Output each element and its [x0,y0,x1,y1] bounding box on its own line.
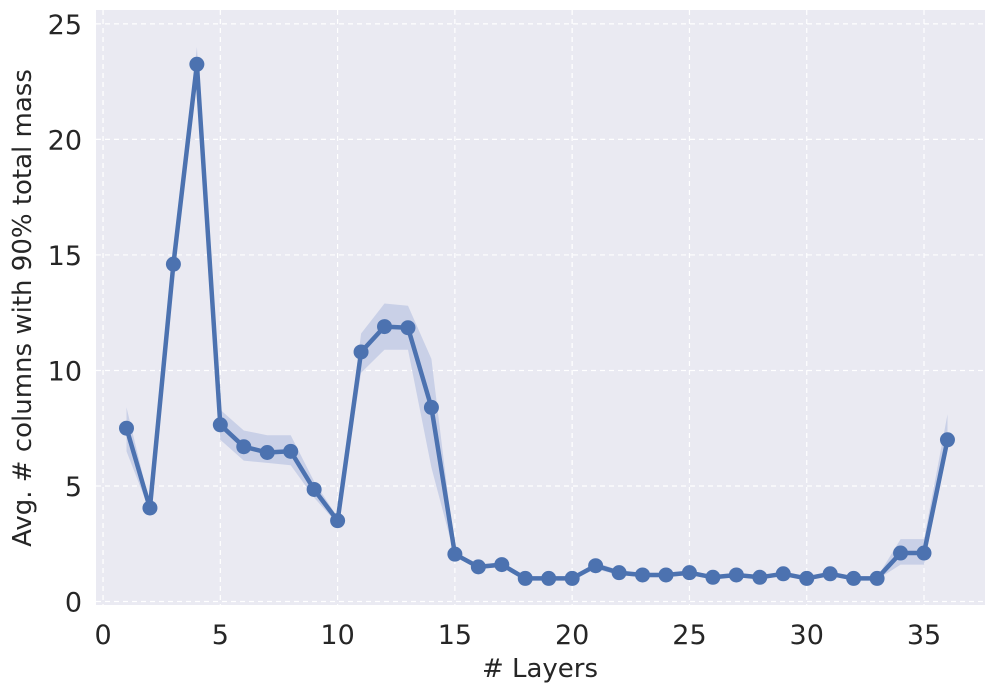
data-point [330,513,346,529]
data-point [353,344,369,360]
data-point [822,566,838,582]
data-point [658,567,674,583]
data-point [893,545,909,561]
data-point [564,570,580,586]
data-point [869,570,885,586]
data-point [236,439,252,455]
data-point [447,546,463,562]
y-tick-labels: 0 5 10 15 20 25 [48,10,82,619]
data-point [470,559,486,575]
data-point [165,256,181,272]
data-point [517,570,533,586]
data-point [846,570,862,586]
x-tick-labels: 0 5 10 15 20 25 30 35 [94,620,941,651]
y-tick-label: 20 [48,125,82,156]
data-point [541,570,557,586]
data-point [611,565,627,581]
data-point [916,545,932,561]
data-point [775,566,791,582]
data-point [494,557,510,573]
x-tick-label: 0 [94,620,111,651]
grid-lines [96,10,985,605]
y-axis-label: Avg. # columns with 90% total mass [8,69,38,547]
x-tick-label: 20 [555,620,589,651]
x-tick-label: 30 [790,620,824,651]
data-point [283,443,299,459]
y-tick-label: 25 [48,10,82,41]
data-point [259,444,275,460]
data-point [728,567,744,583]
data-point [799,570,815,586]
data-point [588,558,604,574]
x-tick-label: 25 [672,620,706,651]
data-point [705,569,721,585]
data-point [681,565,697,581]
y-tick-label: 0 [65,588,82,619]
data-point [142,500,158,516]
data-point [423,399,439,415]
x-axis-label: # Layers [482,654,598,684]
y-tick-label: 5 [65,472,82,503]
x-tick-label: 35 [907,620,941,651]
x-tick-label: 10 [320,620,354,651]
y-tick-label: 10 [48,356,82,387]
plot-background [96,10,985,605]
data-point [189,56,205,72]
y-tick-label: 15 [48,241,82,272]
x-tick-label: 15 [438,620,472,651]
data-point [377,319,393,335]
data-point [306,481,322,497]
data-point [118,420,134,436]
data-point [939,432,955,448]
data-point [752,569,768,585]
data-point [400,320,416,336]
data-points [118,56,955,586]
data-point [212,417,228,433]
data-point [635,567,651,583]
x-tick-label: 5 [212,620,229,651]
